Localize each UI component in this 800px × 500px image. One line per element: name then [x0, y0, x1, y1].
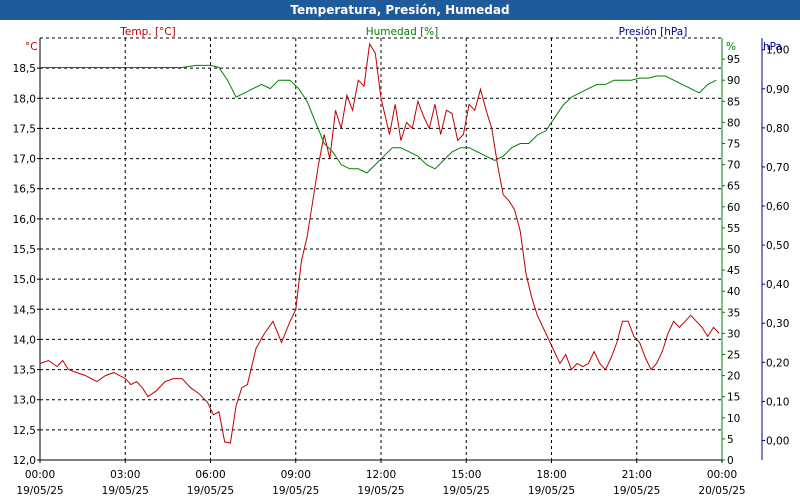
series-line-temperatura — [39, 42, 720, 444]
temp-tick-label: 17,0 — [13, 154, 36, 166]
axis-headers: Temp. [°C] Humedad [%] Presión [hPa] — [119, 26, 687, 38]
pressure-unit-label: hPa — [763, 41, 782, 53]
time-tick-label: 00:00 — [707, 469, 737, 481]
humidity-tick-label: 15 — [727, 392, 740, 404]
humidity-tick-label: 55 — [727, 223, 740, 235]
date-tick-label: 19/05/25 — [528, 485, 575, 497]
temp-tick-label: 18,5 — [13, 63, 36, 75]
time-tick-label: 15:00 — [451, 469, 481, 481]
chart-canvas: 12,0 12,5 13,0 13,5 14,0 14,5 15,0 15,5 16,0 16,5… — [13, 26, 790, 497]
temp-tick-label: 15,5 — [13, 244, 36, 256]
temp-tick-label: 13,5 — [13, 365, 36, 377]
pressure-tick-label: 0,90 — [766, 84, 789, 96]
humidity-tick-label: 30 — [727, 328, 740, 340]
time-axis: 00:00 19/05/25 03:00 19/05/25 06:00 19/05/25 0… — [16, 460, 746, 497]
pressure-tick-label: 0,40 — [766, 279, 789, 291]
humidity-tick-label: 90 — [727, 75, 740, 87]
time-tick-label: 06:00 — [195, 469, 225, 481]
humidity-tick-label: 85 — [727, 96, 740, 108]
humidity-tick-label: 25 — [727, 350, 740, 362]
temp-tick-label: 13,0 — [13, 395, 36, 407]
time-tick-label: 12:00 — [366, 469, 396, 481]
humidity-tick-label: 65 — [727, 181, 740, 193]
temp-tick-label: 16,0 — [13, 214, 36, 226]
pressure-tick-label: 0,80 — [766, 123, 789, 135]
humidity-tick-label: 70 — [727, 160, 740, 172]
humidity-tick-label: 60 — [727, 202, 740, 214]
pressure-header: Presión [hPa] — [619, 26, 688, 38]
temp-tick-label: 12,5 — [13, 425, 36, 437]
date-tick-label: 19/05/25 — [613, 485, 660, 497]
pressure-tick-label: 0,70 — [766, 162, 789, 174]
time-tick-label: 00:00 — [25, 469, 55, 481]
grid — [40, 38, 722, 461]
pressure-tick-label: 1,00 — [766, 45, 789, 57]
humidity-tick-label: 40 — [727, 286, 740, 298]
humidity-tick-label: 0 — [727, 455, 734, 467]
temp-unit-label: °C — [25, 41, 38, 53]
series-lines — [39, 42, 720, 444]
humidity-tick-label: 75 — [727, 139, 740, 151]
humidity-tick-label: 35 — [727, 307, 740, 319]
humidity-tick-label: 50 — [727, 244, 740, 256]
humidity-unit-label: % — [726, 41, 736, 53]
humidity-tick-label: 10 — [727, 413, 740, 425]
humidity-header: Humedad [%] — [366, 26, 439, 38]
time-tick-label: 09:00 — [281, 469, 311, 481]
pressure-axis: 0,00 0,10 0,20 0,30 0,40 0,50 0,60 0,70 0,80 0,90… — [762, 41, 789, 447]
date-tick-label: 19/05/25 — [357, 485, 404, 497]
pressure-tick-label: 0,60 — [766, 201, 789, 213]
humidity-axis: 0 5 10 15 20 25 30 35 40 45 50 55 60 65 70 75 80 85 90 95% — [722, 41, 740, 467]
temp-tick-label: 14,0 — [13, 334, 36, 346]
humidity-tick-label: 5 — [727, 434, 734, 446]
pressure-tick-label: 0,50 — [766, 240, 789, 252]
date-tick-label: 19/05/25 — [16, 485, 63, 497]
humidity-tick-label: 20 — [727, 371, 740, 383]
humidity-tick-label: 95 — [727, 54, 740, 66]
temp-tick-label: 17,5 — [13, 123, 36, 135]
pressure-tick-label: 0,00 — [766, 435, 789, 447]
date-tick-label: 19/05/25 — [443, 485, 490, 497]
time-tick-label: 21:00 — [622, 469, 652, 481]
chart-title: Temperatura, Presión, Humedad — [0, 0, 800, 20]
temp-tick-label: 15,0 — [13, 274, 36, 286]
temp-header: Temp. [°C] — [119, 26, 175, 38]
time-tick-label: 18:00 — [536, 469, 566, 481]
temp-tick-label: 14,5 — [13, 304, 36, 316]
temp-tick-label: 18,0 — [13, 93, 36, 105]
humidity-tick-label: 80 — [727, 117, 740, 129]
date-tick-label: 20/05/25 — [698, 485, 745, 497]
time-tick-label: 03:00 — [110, 469, 140, 481]
series-line-humedad — [40, 64, 717, 174]
pressure-tick-label: 0,20 — [766, 357, 789, 369]
humidity-tick-label: 45 — [727, 265, 740, 277]
date-tick-label: 19/05/25 — [187, 485, 234, 497]
date-tick-label: 19/05/25 — [102, 485, 149, 497]
temp-tick-label: 16,5 — [13, 184, 36, 196]
pressure-tick-label: 0,30 — [766, 318, 789, 330]
temp-tick-label: 12,0 — [13, 455, 36, 467]
date-tick-label: 19/05/25 — [272, 485, 319, 497]
pressure-tick-label: 0,10 — [766, 396, 789, 408]
temp-axis: 12,0 12,5 13,0 13,5 14,0 14,5 15,0 15,5 16,0 16,5… — [13, 41, 40, 467]
